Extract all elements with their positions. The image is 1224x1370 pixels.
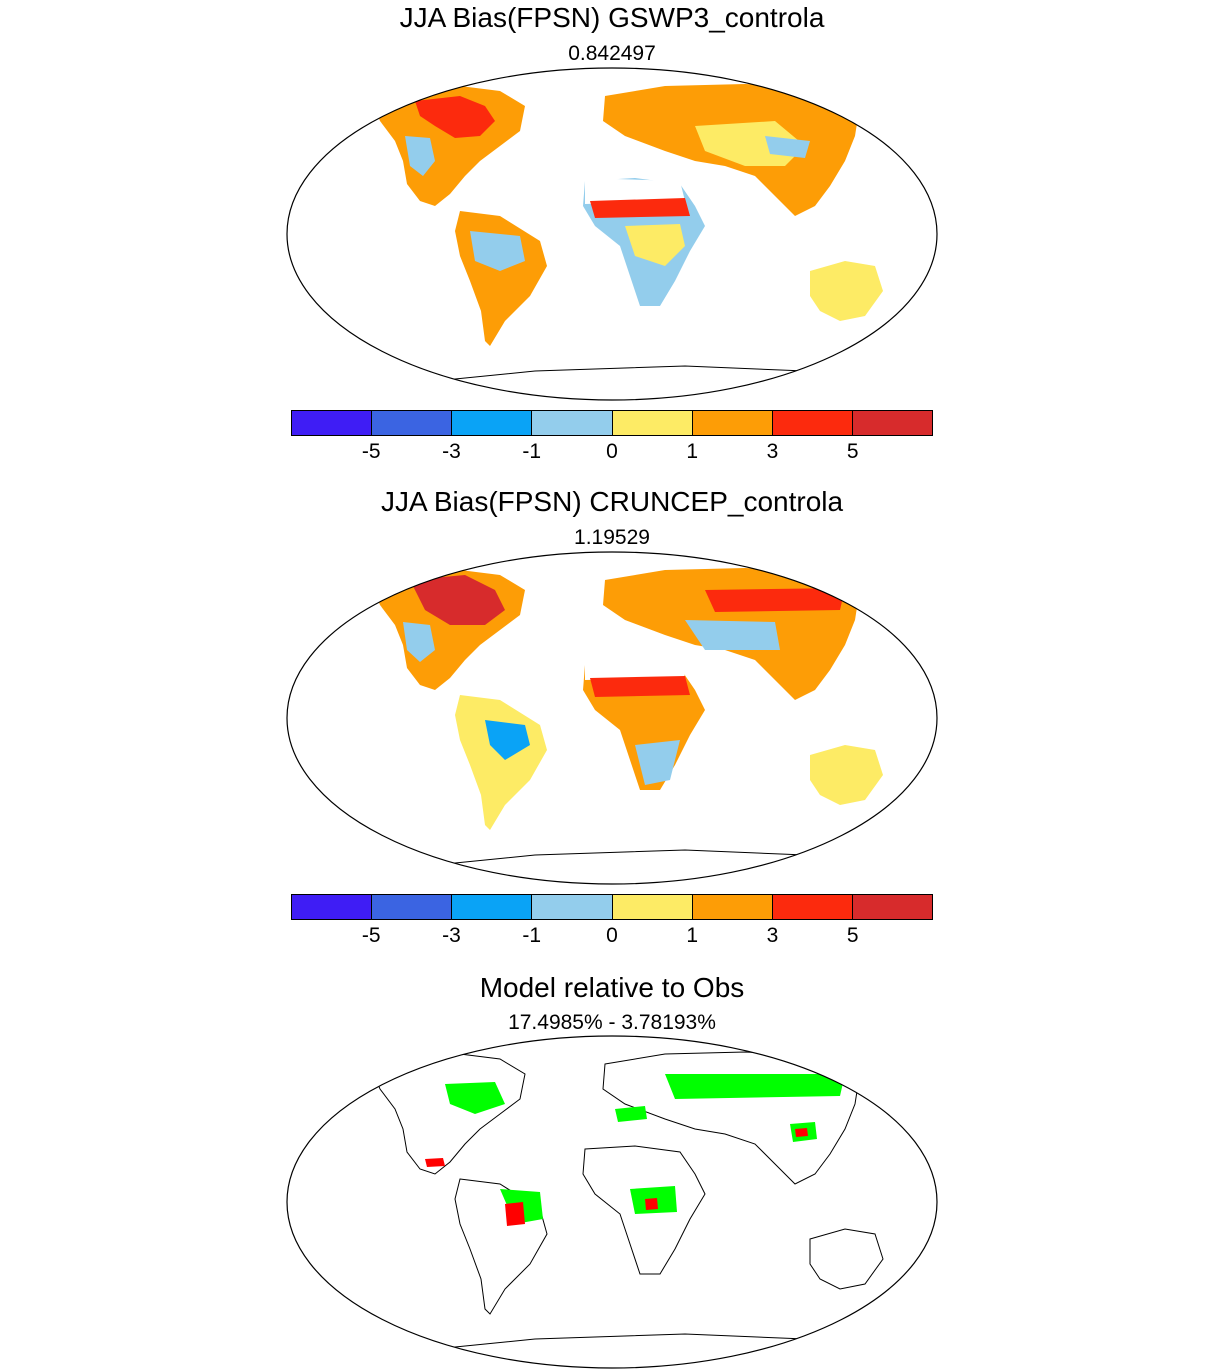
panel2-australia: [810, 745, 883, 805]
panel1-colorbar-seg: [772, 411, 853, 435]
panel3-worse-region: [505, 1202, 525, 1226]
panel3-north-america: [369, 1053, 526, 1175]
panel2-west-us-negative: [403, 622, 435, 662]
panel1-map: [286, 67, 938, 401]
panel2-siberia-high-bias: [705, 588, 845, 612]
panel1-amazon-negative: [470, 231, 525, 271]
panel2-sahara: [585, 648, 685, 680]
panel1-colorbar-seg: [292, 411, 373, 435]
panel1-tibet-negative: [765, 136, 810, 158]
panel1-colorbar-seg: [612, 411, 693, 435]
panel1-sahara: [585, 178, 685, 204]
panel2-colorbar-seg: [612, 895, 693, 919]
panel1-colorbar-seg: [852, 411, 932, 435]
panel1-tick-label: 1: [686, 440, 699, 463]
panel2-colorbar-seg: [772, 895, 853, 919]
panel1-colorbar-seg: [372, 411, 453, 435]
panel3-worse-region: [425, 1158, 445, 1167]
panel3-worse-region: [795, 1128, 808, 1137]
panel1-tick-label: -1: [522, 440, 542, 463]
panel2-south-africa: [635, 740, 680, 785]
panel2-map-border: [286, 551, 938, 885]
panel1-tick-label: -5: [361, 440, 381, 463]
panel3-worse-region: [645, 1198, 658, 1210]
panel2-tick-label: 1: [686, 924, 699, 947]
panel1-central-africa: [625, 224, 685, 266]
panel1-colorbar: [291, 410, 933, 436]
panel2-colorbar: [291, 894, 933, 920]
panel3-better-region: [665, 1074, 845, 1099]
panel2-tick-label: -3: [442, 924, 461, 947]
panel1-tick-label: 0: [606, 440, 618, 463]
panel2-canada-high-bias: [410, 575, 505, 625]
panel2-colorbar-seg: [852, 895, 932, 919]
panel2-title: JJA Bias(FPSN) CRUNCEP_controla: [380, 486, 844, 517]
panel2-central-asia: [685, 620, 780, 650]
panel1-tick-label: -3: [442, 440, 461, 463]
panel2-colorbar-seg: [692, 895, 773, 919]
panel1-colorbar-seg: [532, 411, 613, 435]
panel1-map-border: [286, 67, 938, 401]
panel2-colorbar-seg: [452, 895, 533, 919]
panel2-tick-label: 5: [846, 924, 859, 947]
panel3-better-region: [615, 1106, 647, 1122]
panel1-tick-label: 3: [766, 440, 779, 463]
panel2-sahel-high-bias: [590, 676, 690, 697]
panel1-subtitle: 0.842497: [568, 42, 656, 65]
panel1-colorbar-ticks: -5 -3 -1 0 1 3 5: [291, 440, 933, 468]
panel1-colorbar-seg: [452, 411, 533, 435]
panel1-sahel-high-bias: [590, 198, 690, 218]
panel3-subtitle: 17.4985% - 3.78193%: [508, 1011, 716, 1034]
panel1-colorbar-seg: [692, 411, 773, 435]
panel3-better-region: [445, 1082, 505, 1114]
panel3-title: Model relative to Obs: [479, 972, 745, 1003]
panel2-tick-label: 3: [766, 924, 779, 947]
panel1-tick-label: 5: [846, 440, 859, 463]
panel2-colorbar-seg: [372, 895, 453, 919]
panel2-map: [286, 551, 938, 885]
panel2-colorbar-seg: [532, 895, 613, 919]
panel1-west-us-negative: [405, 136, 435, 176]
panel2-subtitle: 1.19529: [574, 526, 650, 549]
panel1-australia: [810, 261, 883, 321]
panel1-title: JJA Bias(FPSN) GSWP3_controla: [399, 2, 825, 33]
panel2-colorbar-seg: [292, 895, 373, 919]
panel2-amazon-negative: [485, 720, 530, 760]
panel1-canada-high-bias: [415, 96, 495, 138]
panel2-south-america: [455, 695, 547, 830]
panel2-tick-label: -1: [522, 924, 542, 947]
panel2-tick-label: -5: [361, 924, 381, 947]
panel3-australia: [809, 1228, 884, 1290]
panel3-map: [286, 1035, 938, 1369]
panel2-colorbar-ticks: -5 -3 -1 0 1 3 5: [291, 924, 933, 952]
panel1-south-america: [455, 211, 547, 346]
panel2-tick-label: 0: [606, 924, 618, 947]
